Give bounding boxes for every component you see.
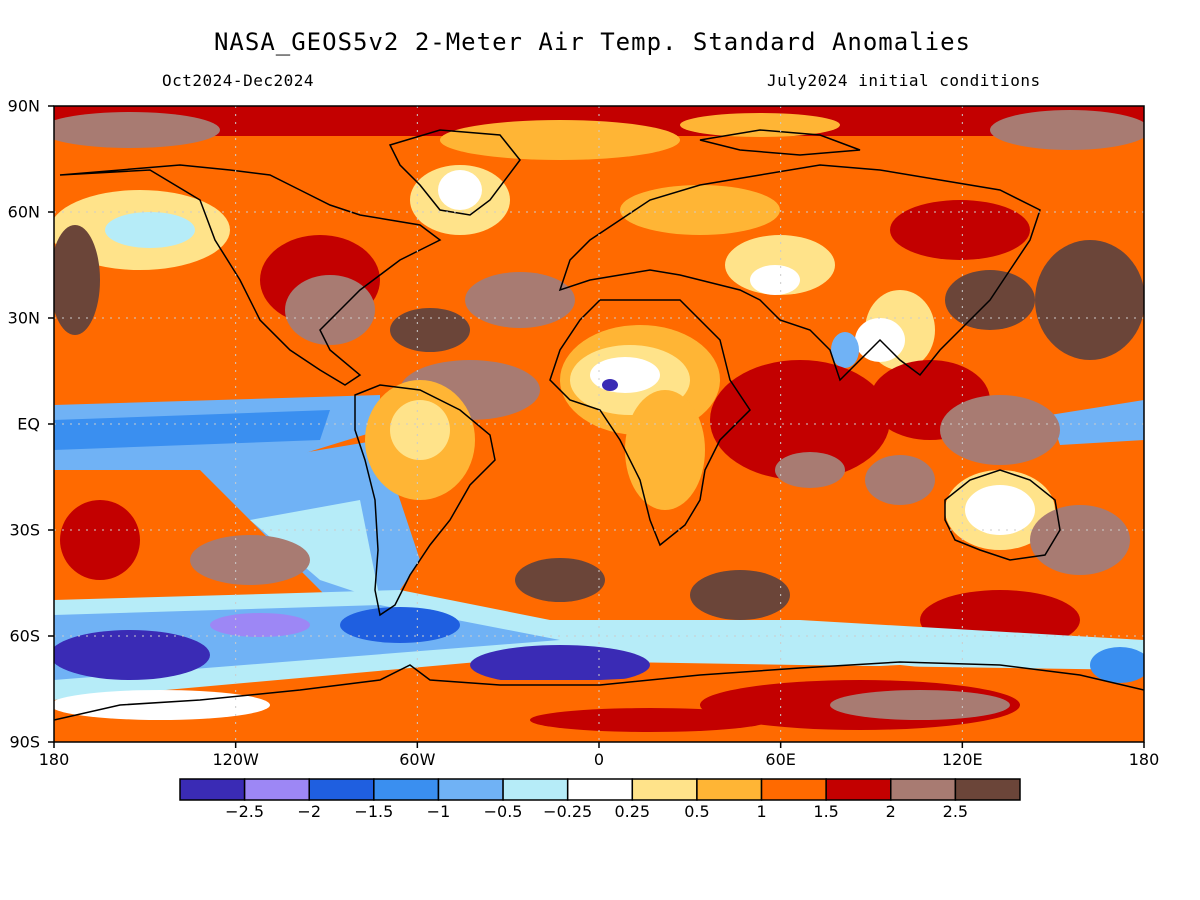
colorbar-label: 2.5	[942, 802, 969, 821]
colorbar-swatch	[179, 778, 246, 801]
colorbar-label: 0.5	[684, 802, 710, 821]
lon-label: 120E	[942, 750, 983, 769]
initial-conditions: July2024 initial conditions	[767, 71, 1041, 90]
colorbar-swatch	[502, 778, 569, 801]
lat-label: 30N	[7, 308, 40, 328]
colorbar-label: 0.25	[614, 802, 651, 821]
lat-label: EQ	[17, 414, 40, 434]
colorbar-label: 1.5	[813, 802, 839, 821]
colorbar-swatch	[373, 778, 440, 801]
lon-label: 180	[38, 750, 70, 769]
colorbar-swatch	[825, 778, 892, 801]
lat-label: 30S	[9, 520, 40, 540]
gridlines	[54, 106, 1144, 742]
colorbar	[179, 778, 1021, 801]
colorbar-label: −0.25	[543, 802, 593, 821]
greenland-coast	[388, 129, 521, 216]
colorbar-label: −2	[297, 802, 322, 821]
australia-coast	[944, 469, 1061, 561]
lon-label: 60W	[399, 750, 436, 769]
colorbar-swatch	[696, 778, 763, 801]
colorbar-swatch	[954, 778, 1021, 801]
lat-label: 60S	[9, 626, 40, 646]
colorbar-swatch	[308, 778, 375, 801]
lat-label: 60N	[7, 202, 40, 222]
lat-label: 90N	[7, 96, 40, 116]
colorbar-label: 2	[885, 802, 896, 821]
colorbar-label: 1	[756, 802, 767, 821]
coastlines	[54, 129, 1144, 721]
south-america-coast	[354, 384, 496, 617]
colorbar-label: −1	[426, 802, 451, 821]
lon-label: 120W	[212, 750, 259, 769]
axis-ticks	[48, 105, 1145, 748]
antarctica-coast	[54, 661, 1144, 721]
colorbar-swatch	[631, 778, 698, 801]
colorbar-swatch	[890, 778, 957, 801]
colorbar-swatch	[243, 778, 310, 801]
forecast-period: Oct2024-Dec2024	[162, 71, 314, 90]
colorbar-swatch	[760, 778, 827, 801]
lon-label: 180	[1128, 750, 1160, 769]
colorbar-label: −1.5	[354, 802, 394, 821]
map-title: NASA_GEOS5v2 2-Meter Air Temp. Standard …	[213, 28, 971, 56]
lat-label: 90S	[9, 732, 40, 752]
arctic-islands-coast	[699, 129, 861, 156]
map-frame	[53, 105, 1145, 743]
colorbar-swatch	[566, 778, 634, 801]
europe-africa-coast	[549, 299, 751, 547]
colorbar-label: −2.5	[225, 802, 265, 821]
lon-label: 60E	[765, 750, 796, 769]
lon-label: 0	[593, 750, 605, 769]
eurasia-coast	[558, 164, 1041, 382]
colorbar-swatch	[437, 778, 504, 801]
colorbar-label: −0.5	[483, 802, 523, 821]
north-america-coast	[59, 164, 442, 386]
